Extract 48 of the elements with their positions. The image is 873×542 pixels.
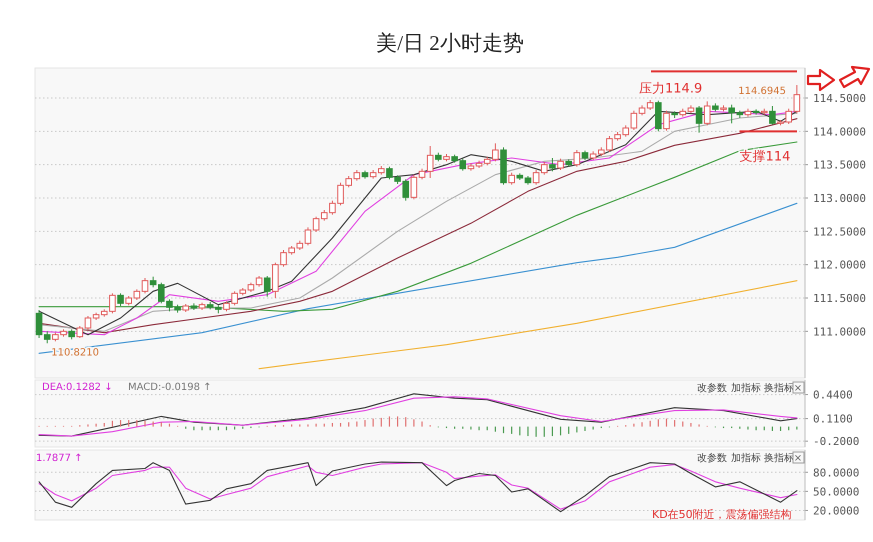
candlestick xyxy=(117,292,124,306)
annotation: 换指标 xyxy=(764,382,794,394)
y-tick-label: 20.0000 xyxy=(813,504,860,518)
annotation: 改参数 xyxy=(697,382,727,394)
y-tick-label: 80.0000 xyxy=(813,466,860,480)
annotation: 加指标 xyxy=(731,382,761,394)
annotation: × xyxy=(794,383,802,394)
candlestick xyxy=(68,328,75,340)
y-tick-label: 114.5000 xyxy=(813,92,866,105)
candlestick xyxy=(696,106,702,134)
candlestick xyxy=(386,166,393,180)
annotation: 改参数 xyxy=(697,452,727,464)
candlestick xyxy=(557,158,564,170)
line-series xyxy=(38,141,798,312)
annotation: KD在50附近，震荡偏强结构 xyxy=(652,508,792,521)
annotation: 1.7877 ↑ xyxy=(36,453,83,464)
y-tick-label: -0.2000 xyxy=(813,435,860,448)
y-tick-label: 111.0000 xyxy=(813,325,866,338)
candlestick xyxy=(549,158,556,172)
line-series xyxy=(38,202,798,354)
line-series xyxy=(258,280,798,370)
candlestick xyxy=(574,150,580,168)
y-tick-label: 112.0000 xyxy=(813,258,866,272)
chart-title: 美/日 2小时走势 xyxy=(376,31,524,55)
annotation: DEA:0.1282 ↓ xyxy=(42,382,113,393)
candlestick xyxy=(508,172,515,186)
ref-line-label: 压力114.9 xyxy=(639,81,702,96)
y-tick-label: 0.4400 xyxy=(813,388,853,402)
annotation: 加指标 xyxy=(731,452,761,464)
candlestick xyxy=(582,150,588,160)
annotation: 110.8210 xyxy=(51,347,99,358)
y-tick-label: 112.5000 xyxy=(813,225,866,238)
annotation: × xyxy=(794,453,802,464)
y-tick-label: 114.0000 xyxy=(813,125,866,138)
y-tick-label: 113.5000 xyxy=(813,158,866,172)
candlestick xyxy=(704,100,711,126)
y-tick-label: 113.0000 xyxy=(813,192,866,205)
candlestick xyxy=(663,110,670,132)
annotation: 114.6945 xyxy=(738,86,786,97)
annotation: MACD:-0.0198 ↑ xyxy=(128,382,212,393)
candlestick xyxy=(264,276,271,298)
y-tick-label: 111.5000 xyxy=(813,292,866,305)
candlestick xyxy=(256,276,262,288)
ref-line-label: 支撑114 xyxy=(740,149,790,164)
y-tick-label: 0.1100 xyxy=(813,412,853,426)
candlestick xyxy=(769,106,776,126)
y-tick-label: 50.0000 xyxy=(813,485,860,498)
annotation: 换指标 xyxy=(764,452,794,464)
